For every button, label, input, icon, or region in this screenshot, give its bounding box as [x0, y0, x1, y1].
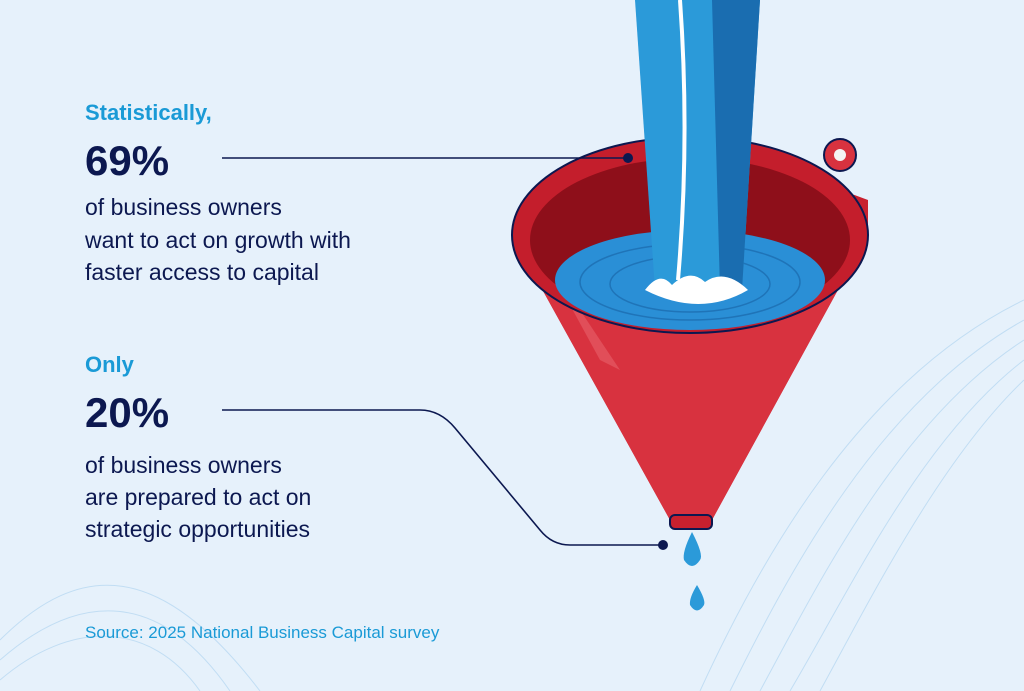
funnel: [511, 136, 869, 530]
connector: [222, 157, 663, 546]
drop: [683, 532, 701, 566]
water-stream: [635, 0, 760, 304]
stat-text: of business owners: [85, 194, 282, 220]
stat-text: are prepared to act on: [85, 484, 311, 510]
wave-decoration: [0, 299, 1024, 691]
connector-dot: [658, 540, 668, 550]
connector-dot: [623, 153, 633, 163]
stat-lead: Only: [85, 352, 135, 377]
stat-text: want to act on growth with: [84, 227, 351, 253]
stat-lead: Statistically,: [85, 100, 212, 125]
stat-text: of business owners: [85, 452, 282, 478]
drop: [689, 585, 705, 611]
stat-figure: 69%: [85, 137, 169, 184]
stat-text: strategic opportunities: [85, 516, 310, 542]
stat-text: faster access to capital: [85, 259, 319, 285]
stat-figure: 20%: [85, 389, 169, 436]
source-note: Source: 2025 National Business Capital s…: [85, 623, 440, 642]
